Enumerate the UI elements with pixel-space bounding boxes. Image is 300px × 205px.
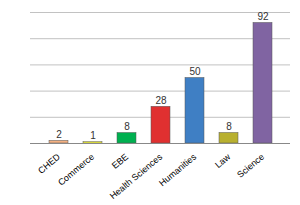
svg-text:92: 92: [257, 11, 269, 22]
svg-text:Law: Law: [213, 151, 232, 170]
svg-text:2: 2: [56, 129, 62, 140]
svg-text:Health Sciences: Health Sciences: [108, 151, 165, 201]
svg-text:Humanities: Humanities: [157, 151, 198, 188]
svg-text:EBE: EBE: [110, 152, 130, 171]
svg-text:Commerce: Commerce: [56, 152, 96, 188]
svg-text:CHED: CHED: [36, 151, 62, 175]
svg-text:8: 8: [226, 121, 232, 132]
svg-text:1: 1: [90, 130, 96, 141]
svg-text:50: 50: [189, 66, 201, 77]
svg-text:Science: Science: [235, 152, 266, 180]
svg-text:8: 8: [124, 121, 130, 132]
svg-text:28: 28: [155, 95, 167, 106]
